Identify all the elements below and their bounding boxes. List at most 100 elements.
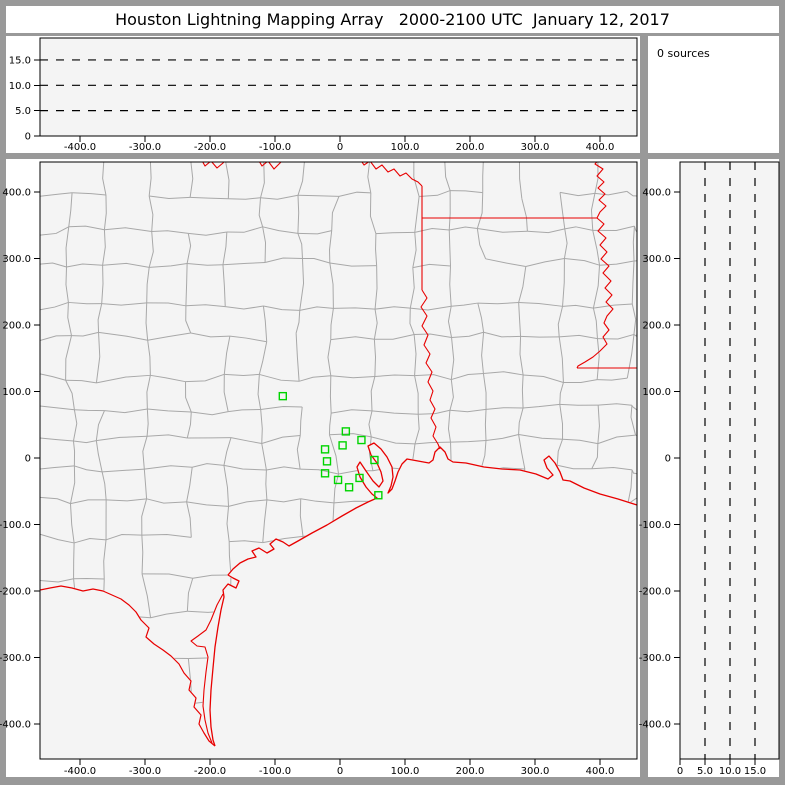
county-line [563, 228, 568, 259]
county-line [186, 578, 194, 612]
station-marker [333, 475, 343, 485]
county-line [414, 333, 452, 339]
station-marker [278, 391, 287, 401]
county-line [414, 441, 451, 445]
county-line [371, 410, 419, 415]
county-line [151, 230, 189, 234]
tick-label: 0 [665, 454, 671, 465]
county-line [95, 332, 101, 383]
county-line [65, 380, 75, 410]
county-line [68, 301, 102, 305]
tick-label: 0 [337, 142, 343, 153]
county-line [260, 162, 265, 198]
ew-plot-area[interactable] [40, 38, 637, 136]
tick-label: 10.0 [9, 81, 31, 92]
county-line [556, 439, 564, 466]
county-line [477, 302, 519, 305]
county-line [71, 331, 99, 337]
county-line [328, 413, 332, 435]
county-line [228, 541, 232, 576]
county-line [295, 333, 300, 382]
county-line [147, 340, 151, 376]
county-line [373, 309, 378, 340]
county-line [224, 373, 260, 377]
county-line [262, 226, 267, 263]
county-line [518, 266, 527, 303]
county-line [633, 260, 637, 263]
tick-label: 10.0 [719, 766, 741, 777]
county-line [260, 406, 303, 411]
county-line [562, 304, 594, 309]
county-line [97, 303, 103, 333]
county-line [40, 373, 66, 381]
county-line [40, 437, 74, 442]
gulf-coastline [209, 442, 637, 747]
county-line [262, 226, 298, 234]
county-line [414, 374, 452, 381]
county-line [228, 499, 267, 507]
county-line [262, 535, 304, 544]
county-line [596, 338, 600, 380]
county-line [333, 473, 340, 503]
tick-label: -100.0 [259, 142, 291, 153]
county-line [410, 305, 452, 311]
county-line [69, 465, 76, 504]
county-line [65, 379, 97, 384]
county-line [186, 233, 192, 264]
county-line [264, 257, 303, 263]
county-line [40, 405, 75, 411]
county-line [263, 305, 300, 311]
county-line [523, 403, 560, 409]
county-line [451, 331, 484, 339]
county-line [559, 192, 566, 229]
county-line [228, 197, 261, 200]
tick-label: 300.0 [521, 142, 550, 153]
tick-label: 15.0 [9, 55, 31, 66]
county-line [450, 190, 483, 194]
county-line [525, 257, 565, 267]
station-marker [320, 445, 330, 454]
county-line [559, 404, 564, 440]
county-line [186, 467, 193, 502]
county-line [374, 374, 415, 377]
county-line [67, 302, 72, 336]
tick-label: 5.0 [697, 766, 713, 777]
county-line [559, 334, 598, 340]
county-line [591, 467, 633, 471]
station-marker [344, 483, 354, 492]
county-line [229, 540, 263, 544]
county-line [597, 434, 636, 445]
county-line [297, 195, 300, 234]
plot-frame [39, 37, 638, 137]
county-line [72, 409, 78, 442]
county-line [374, 334, 415, 340]
ns-plot-area[interactable] [680, 162, 779, 759]
county-line [40, 578, 74, 583]
county-line [592, 265, 601, 309]
tick-label: -200.0 [0, 587, 31, 598]
county-line [518, 407, 524, 435]
county-line [482, 373, 487, 410]
tick-label: 100.0 [2, 387, 31, 398]
county-line [483, 331, 521, 338]
county-line [103, 194, 107, 230]
county-line [409, 267, 415, 309]
county-line [330, 308, 334, 340]
ns-altitude-panel: 0 5.0 10.0 15.0 400.0 300.0 200.0 100.0 0 -100.0 -… [639, 161, 780, 777]
county-line [559, 382, 564, 405]
county-line [594, 190, 627, 196]
county-line [147, 434, 188, 439]
sabine-river-border [420, 289, 441, 450]
tick-label: 0 [677, 766, 683, 777]
county-line [40, 533, 75, 544]
state-borders-and-coast [40, 162, 637, 747]
mississippi-river-border [576, 162, 614, 369]
county-line [40, 226, 69, 236]
tick-label: 400.0 [642, 188, 671, 199]
county-line [262, 305, 268, 342]
county-line [563, 379, 598, 383]
county-line [266, 466, 301, 471]
county-line [146, 267, 150, 303]
county-line [229, 335, 267, 343]
county-line [150, 374, 186, 383]
